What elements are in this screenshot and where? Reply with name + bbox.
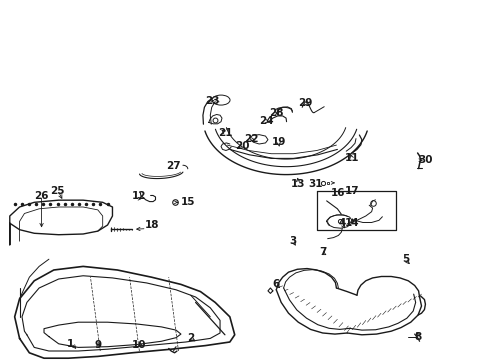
Text: 23: 23 (205, 96, 220, 106)
Text: 15: 15 (181, 197, 195, 207)
Text: 14: 14 (344, 218, 359, 228)
Text: 26: 26 (34, 191, 49, 201)
Text: 11: 11 (344, 153, 359, 163)
Text: 8: 8 (414, 332, 421, 342)
Text: 7: 7 (318, 247, 326, 257)
Text: 5: 5 (402, 254, 408, 264)
Text: 21: 21 (217, 128, 232, 138)
Text: 22: 22 (244, 134, 259, 144)
Text: 10: 10 (132, 340, 146, 350)
Text: 2: 2 (187, 333, 194, 343)
Text: 25: 25 (50, 186, 65, 196)
Text: 28: 28 (268, 108, 283, 118)
Text: 1: 1 (67, 339, 74, 349)
Text: 24: 24 (259, 116, 273, 126)
Text: 4: 4 (338, 218, 346, 228)
Text: 3: 3 (289, 236, 296, 246)
Text: 27: 27 (166, 161, 181, 171)
Text: 20: 20 (234, 141, 249, 151)
Text: 17: 17 (344, 186, 359, 196)
Text: 18: 18 (144, 220, 159, 230)
Text: 13: 13 (290, 179, 305, 189)
Text: 29: 29 (298, 98, 312, 108)
Text: 9: 9 (94, 340, 101, 350)
Text: 16: 16 (330, 188, 345, 198)
Text: 31: 31 (307, 179, 322, 189)
Text: 30: 30 (417, 155, 432, 165)
Text: 19: 19 (271, 137, 285, 147)
Text: 12: 12 (132, 191, 146, 201)
Text: 6: 6 (272, 279, 279, 289)
